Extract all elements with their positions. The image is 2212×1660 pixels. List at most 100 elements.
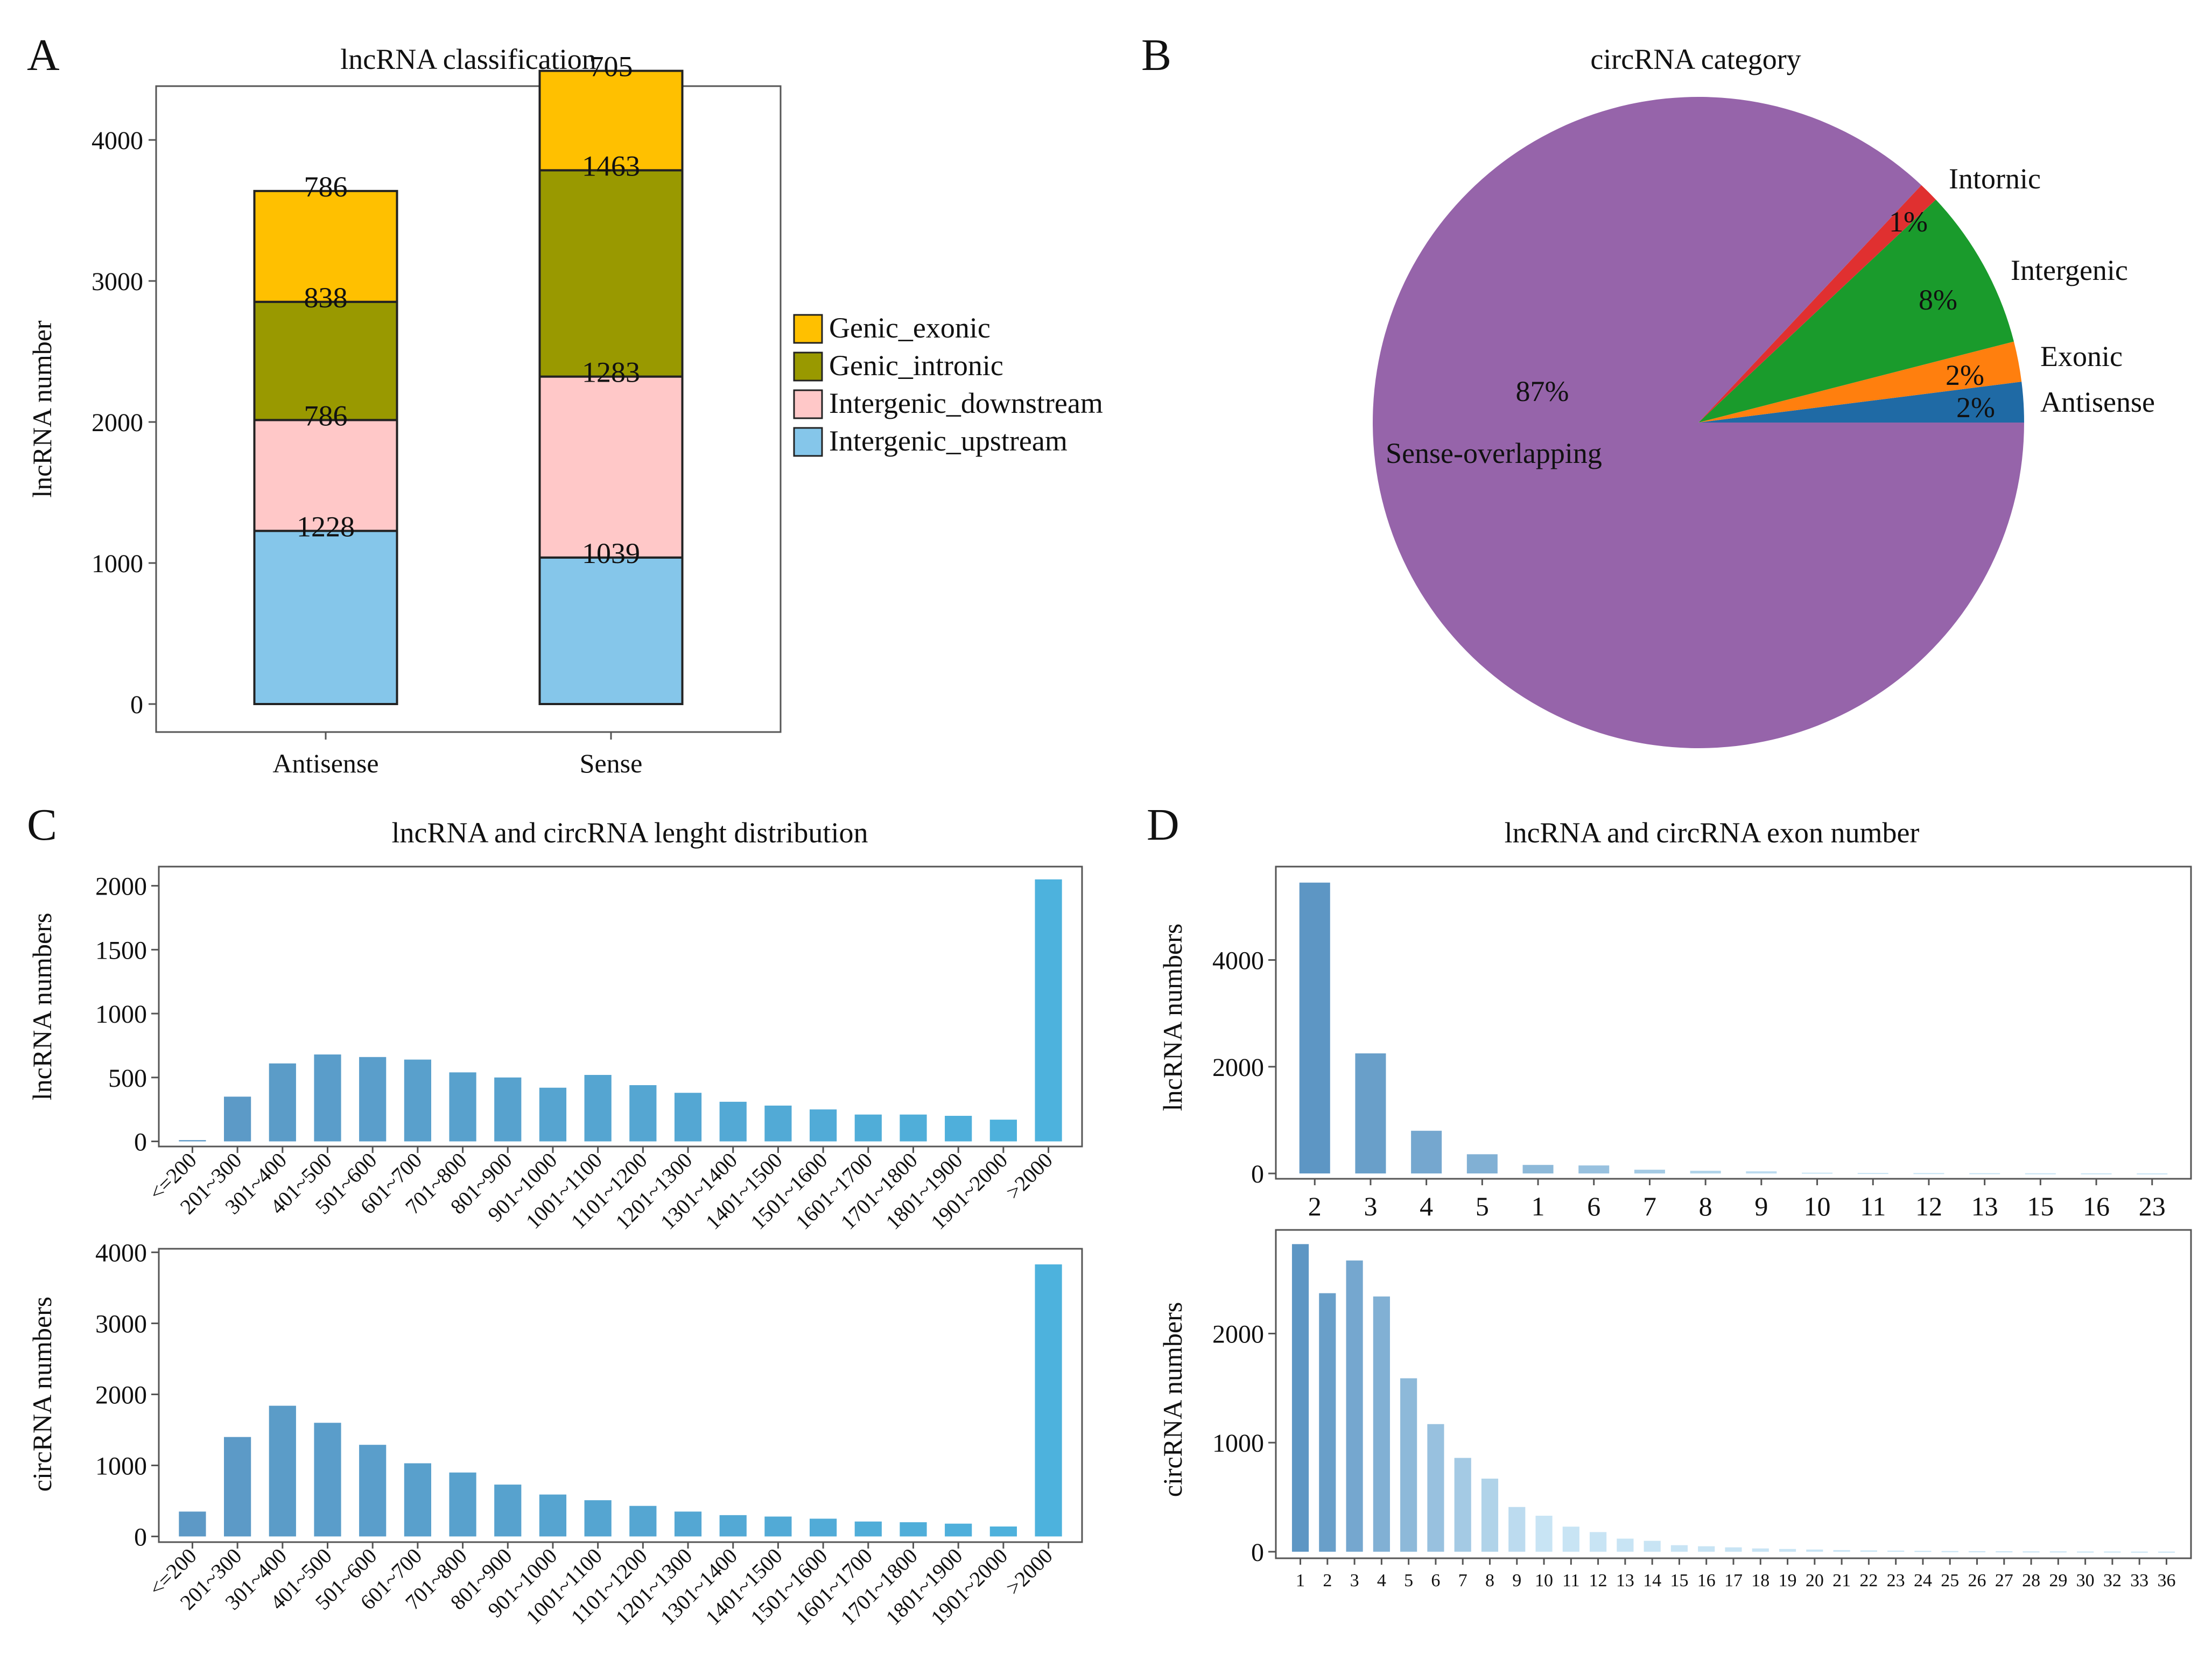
bar [1670,1545,1688,1552]
bar [1427,1424,1444,1552]
bar [2137,1173,2168,1174]
chart-a-data-label: 1228 [297,510,355,543]
chart-c-title: lncRNA and circRNA lenght distribution [392,817,868,849]
bar [404,1059,431,1142]
bar [1562,1527,1579,1552]
chart-c-top-frame [158,866,1083,1148]
xtick-label: 17 [1724,1571,1743,1591]
bar [1522,1165,1554,1174]
xtick-label: 13 [1971,1191,1998,1221]
ytick-label: 2000 [1212,1320,1264,1349]
chart-b-slice-percent: 87% [1516,375,1569,407]
bar [1857,1173,1888,1174]
chart-a-data-label: 786 [304,399,348,432]
chart-b-slice-label: Sense-overlapping [1386,437,1602,469]
bar [1698,1546,1715,1552]
bar [810,1109,837,1142]
bar [1802,1172,1833,1174]
bar [2131,1551,2148,1553]
bar [1725,1547,1742,1552]
xtick-label: 20 [1806,1571,1824,1591]
chart-a-bar-segment [538,169,684,378]
bar [1291,1244,1309,1552]
bar [314,1054,341,1142]
bar [719,1101,747,1142]
bar [1508,1507,1526,1552]
bar [359,1445,387,1537]
bar [449,1472,476,1537]
ytick-label: 2000 [95,873,147,901]
chart-a-legend-label: Genic_intronic [829,349,1003,382]
chart-a-data-label: 1463 [582,150,640,182]
bar [224,1437,251,1537]
bar [945,1523,972,1537]
chart-a-ytick-label: 1000 [92,550,143,578]
xtick-label: 21 [1832,1571,1851,1591]
xtick-label: 16 [1697,1571,1716,1591]
bar [1752,1548,1769,1552]
ytick-label: 2000 [95,1381,147,1410]
bar [989,1120,1017,1142]
bar [224,1096,251,1142]
bar [674,1093,702,1142]
chart-a-bar-segment [538,375,684,559]
panel-a: A lncRNA classification lncRNA number 01… [27,30,1103,778]
bar [1355,1053,1386,1174]
bar [1411,1130,1442,1174]
ytick-label: 1000 [1212,1429,1264,1458]
bar [1617,1538,1634,1552]
chart-c-top: 0500100015002000<=200201~300301~400401~5… [95,873,1062,1234]
bar [764,1106,792,1142]
bar [1941,1551,1958,1552]
bar [989,1526,1017,1537]
chart-a-legend: Genic_exonic Genic_intronic Intergenic_dow… [793,312,1103,457]
bar [1913,1173,1944,1174]
bar [1590,1532,1607,1552]
bar [1887,1550,1905,1552]
chart-c-top-ylabel: lncRNA numbers [27,913,57,1101]
xtick-label: 25 [1941,1571,1959,1591]
xtick-label: 11 [1562,1571,1580,1591]
xtick-label: 7 [1458,1571,1467,1591]
chart-b-slice-percent: 2% [1946,359,1984,391]
bar [1299,882,1330,1174]
xtick-label: 26 [1968,1571,1986,1591]
bar [1035,879,1062,1142]
chart-a-legend-label: Genic_exonic [829,312,991,344]
xtick-label: 19 [1779,1571,1797,1591]
xtick-label: 36 [2157,1571,2175,1591]
bar [629,1506,657,1537]
xtick-label: 4 [1377,1571,1386,1591]
chart-a-ytick-label: 4000 [92,126,143,155]
xtick-label: 15 [2027,1191,2054,1221]
xtick-label: 5 [1404,1571,1413,1591]
xtick-label: 27 [1995,1571,2013,1591]
xtick-label: 9 [1754,1191,1768,1221]
bar [1319,1293,1336,1552]
chart-a-legend-label: Intergenic_downstream [829,387,1103,419]
xtick-label: 11 [1860,1191,1886,1221]
bar [1466,1154,1498,1174]
bar [1833,1550,1850,1552]
bar [2081,1173,2112,1174]
bar [584,1075,612,1142]
chart-a-bar-segment [538,556,684,705]
xtick-label: 12 [1915,1191,1942,1221]
chart-b-pie-slice [1698,382,2024,423]
chart-a-ytick-label: 2000 [92,409,143,437]
bar [314,1423,341,1537]
chart-a-xticks: Antisense Sense [272,732,642,778]
ytick-label: 3000 [95,1310,147,1339]
chart-b-pie-slice [1698,199,2014,423]
xtick-label: 9 [1512,1571,1521,1591]
bar [494,1485,522,1537]
bar [1968,1551,1986,1552]
xtick-label: 24 [1914,1571,1932,1591]
panel-label-d: D [1147,800,1179,850]
chart-a-segment-labels: 1228 786 838 786 1039 1283 1463 705 [297,51,640,569]
chart-d-bottom-ylabel: circRNA numbers [1157,1302,1188,1497]
bar [900,1522,927,1537]
xtick-label: 15 [1670,1571,1688,1591]
xtick-label: 5 [1476,1191,1489,1221]
